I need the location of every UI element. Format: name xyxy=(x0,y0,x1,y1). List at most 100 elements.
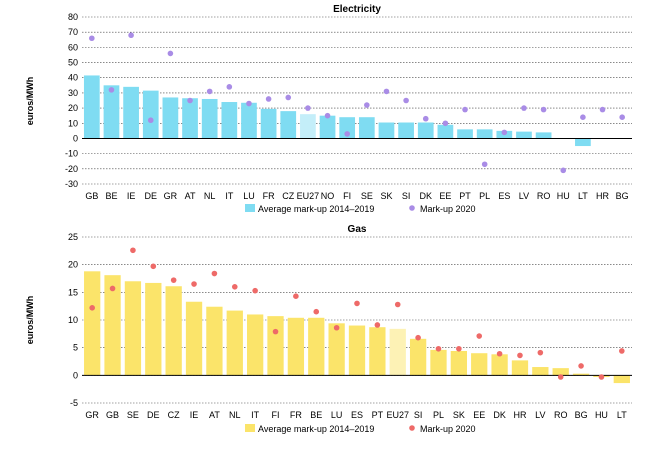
bar xyxy=(206,306,223,376)
x-tick-label: DE xyxy=(144,191,157,201)
y-tick-label: 10 xyxy=(68,315,78,325)
data-point xyxy=(89,35,95,42)
x-tick-label: LT xyxy=(617,410,627,420)
data-point xyxy=(246,100,252,107)
x-tick-label: IT xyxy=(225,191,234,201)
data-point xyxy=(383,88,390,95)
legend-label: Average mark-up 2014–2019 xyxy=(258,424,374,434)
bar xyxy=(287,317,305,376)
x-tick-label: BG xyxy=(616,191,629,201)
bar xyxy=(572,373,590,376)
bar xyxy=(247,314,264,376)
x-tick-label: IT xyxy=(251,410,260,420)
x-tick-label: ES xyxy=(498,191,510,201)
data-point xyxy=(191,281,197,287)
data-point xyxy=(442,120,449,127)
x-tick-label: DE xyxy=(147,410,160,420)
data-point xyxy=(481,161,488,168)
x-tick-label: LU xyxy=(331,410,343,420)
bar xyxy=(437,124,454,139)
data-point xyxy=(598,374,605,380)
y-axis-label: euros/MWh xyxy=(25,77,35,126)
bar xyxy=(103,85,120,139)
x-tick-label: GB xyxy=(106,410,119,420)
bar xyxy=(430,349,447,376)
data-point xyxy=(130,247,136,254)
x-tick-label: SK xyxy=(380,191,392,201)
data-point xyxy=(435,345,442,352)
data-point xyxy=(167,50,174,57)
x-tick-label: SE xyxy=(127,410,139,420)
bar xyxy=(358,117,375,139)
data-point xyxy=(252,287,258,294)
data-point xyxy=(324,112,331,119)
x-tick-label: BG xyxy=(575,410,588,420)
bar xyxy=(378,122,395,139)
y-tick-label: -20 xyxy=(65,164,78,174)
bar xyxy=(328,323,345,376)
data-point xyxy=(211,270,218,277)
x-tick-label: SK xyxy=(453,410,465,420)
y-tick-label: 0 xyxy=(73,370,78,380)
y-tick-label: -30 xyxy=(65,179,78,189)
data-point xyxy=(619,114,625,120)
bar xyxy=(185,301,203,376)
bar xyxy=(267,316,284,376)
data-point xyxy=(313,308,320,315)
bar xyxy=(142,90,159,139)
y-axis-label: euros/MWh xyxy=(25,296,35,345)
legend-bar-swatch xyxy=(245,204,255,212)
x-tick-label: FR xyxy=(290,410,302,420)
data-point xyxy=(147,117,154,124)
y-tick-label: 10 xyxy=(68,118,78,128)
data-point xyxy=(89,305,95,311)
legend-label: Average mark-up 2014–2019 xyxy=(258,204,374,214)
data-point xyxy=(231,284,238,290)
chart-title: Gas xyxy=(348,224,367,235)
bar xyxy=(471,353,488,376)
data-point xyxy=(170,277,177,283)
bar xyxy=(260,108,277,139)
x-tick-label: ES xyxy=(351,410,363,420)
x-tick-label: DK xyxy=(419,191,432,201)
x-tick-label: AT xyxy=(209,410,220,420)
data-point xyxy=(537,349,544,356)
x-tick-label: LT xyxy=(578,191,588,201)
x-tick-label: HU xyxy=(595,410,608,420)
data-point xyxy=(354,300,360,307)
bar xyxy=(226,310,243,376)
x-tick-label: DK xyxy=(493,410,506,420)
x-tick-label: PT xyxy=(372,410,384,420)
bar xyxy=(339,117,356,139)
y-tick-label: 15 xyxy=(68,287,78,297)
data-point xyxy=(265,96,272,102)
x-tick-label: HR xyxy=(596,191,609,201)
y-tick-label: -10 xyxy=(65,149,78,159)
bar xyxy=(201,98,218,139)
chart-title: Electricity xyxy=(333,4,381,15)
data-point xyxy=(128,32,134,39)
y-tick-label: 20 xyxy=(68,103,78,113)
y-tick-label: 20 xyxy=(68,260,78,270)
legend-bar-swatch xyxy=(245,424,255,432)
bar xyxy=(409,338,427,376)
x-tick-label: PT xyxy=(459,191,471,201)
x-tick-label: LU xyxy=(243,191,255,201)
x-tick-label: HR xyxy=(513,410,526,420)
data-point xyxy=(108,87,115,93)
bar xyxy=(123,86,139,139)
bar xyxy=(476,129,493,139)
x-tick-label: SI xyxy=(402,191,411,201)
data-point xyxy=(285,94,292,101)
x-tick-label: LV xyxy=(519,191,529,201)
bar xyxy=(532,367,549,376)
y-tick-label: 30 xyxy=(68,88,78,98)
bar xyxy=(613,375,630,384)
x-tick-label: SE xyxy=(361,191,373,201)
x-tick-label: CZ xyxy=(282,191,294,201)
x-tick-label: AT xyxy=(185,191,196,201)
x-tick-label: SI xyxy=(414,410,423,420)
bar xyxy=(182,98,198,139)
x-tick-label: EE xyxy=(439,191,451,201)
y-tick-label: 50 xyxy=(68,58,78,68)
